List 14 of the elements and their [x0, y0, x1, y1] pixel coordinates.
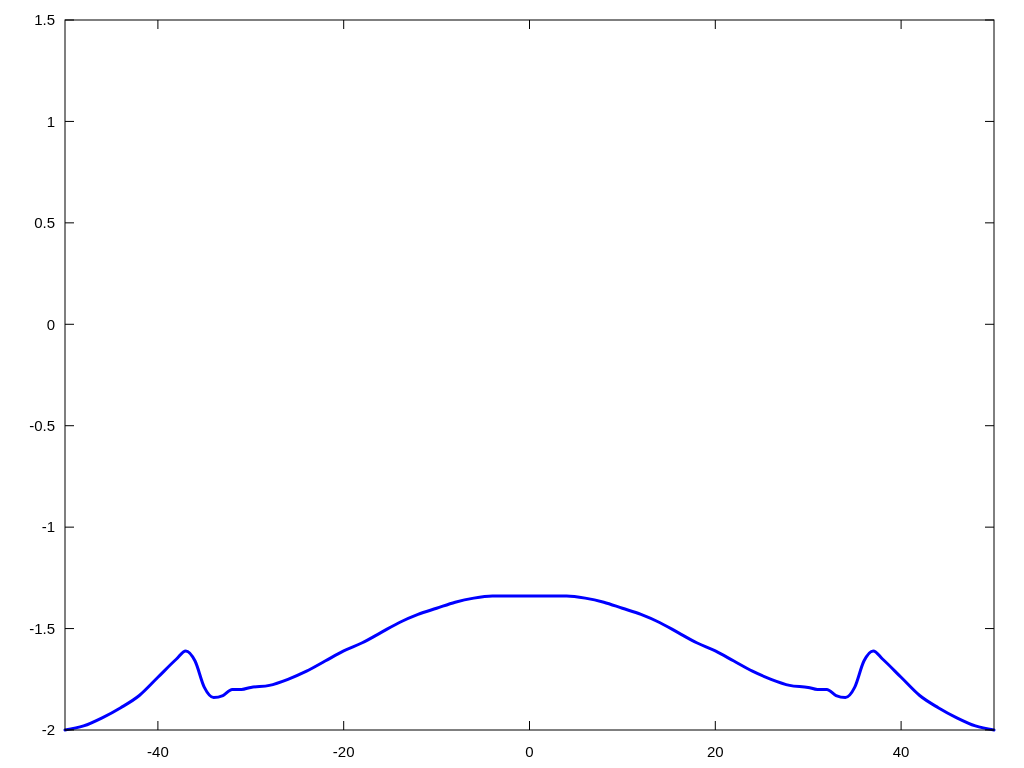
x-tick-label: 40	[892, 743, 910, 760]
y-tick-label: 1.5	[34, 11, 55, 29]
y-tick-label: -0.5	[29, 416, 55, 434]
x-tick-label: 20	[706, 743, 724, 760]
y-tick-label: 1	[46, 112, 55, 130]
y-tick-label: 0	[46, 315, 55, 333]
y-tick-label: 0.5	[34, 214, 55, 232]
x-tick-label: -40	[147, 743, 169, 760]
x-tick-label: 0	[525, 743, 534, 760]
line-series	[63, 594, 996, 732]
y-tick-label: -1.5	[29, 619, 55, 637]
x-tick-label: -20	[332, 743, 355, 760]
y-tick-label: -1	[41, 518, 55, 536]
y-tick-label: -2	[41, 721, 55, 739]
